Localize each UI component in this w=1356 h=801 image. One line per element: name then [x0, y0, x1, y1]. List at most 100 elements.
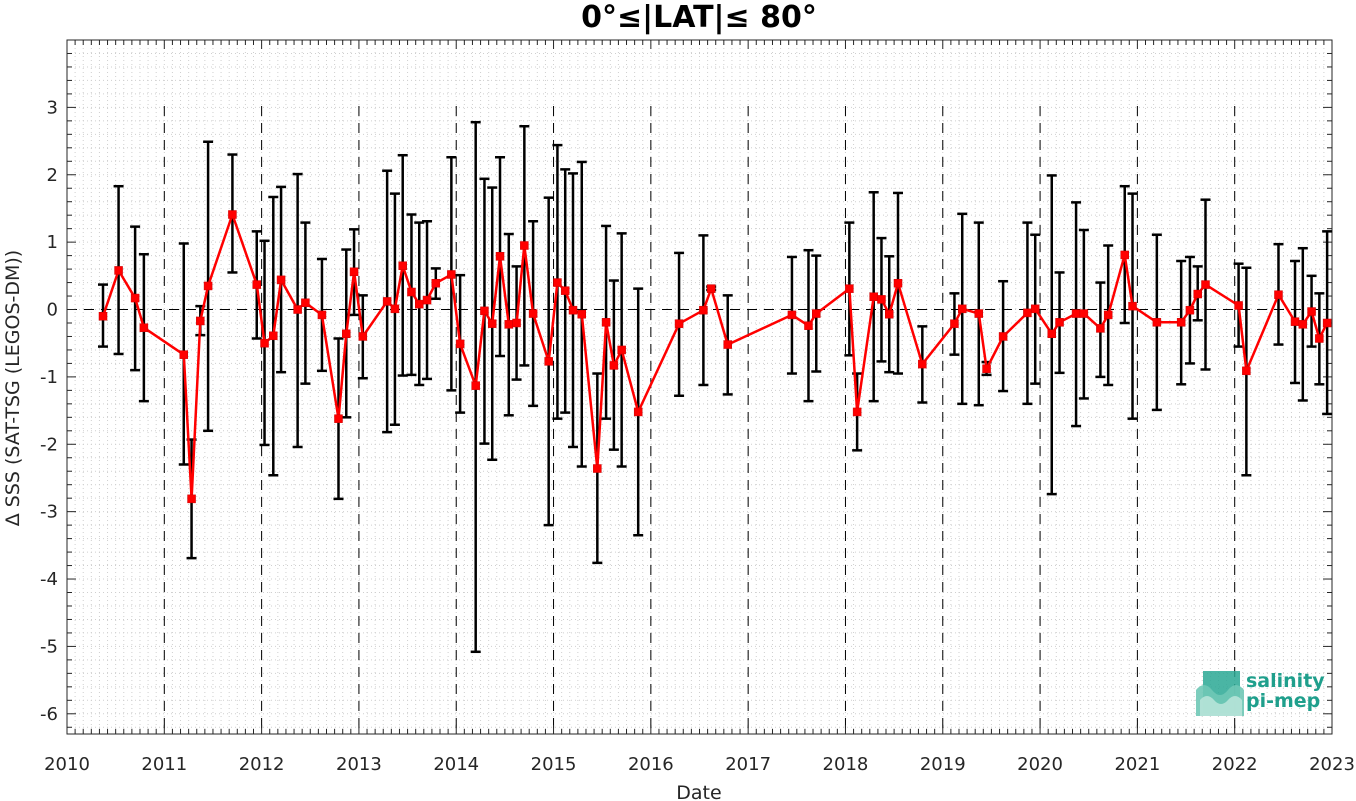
- data-point: [228, 210, 237, 219]
- data-point: [804, 321, 813, 330]
- data-point: [407, 287, 416, 297]
- data-point: [1023, 308, 1032, 318]
- data-point: [293, 305, 302, 314]
- data-point: [974, 309, 984, 318]
- y-tick-label: 1: [47, 232, 58, 253]
- data-point: [98, 312, 108, 321]
- data-point: [1152, 318, 1162, 327]
- data-point: [487, 319, 497, 328]
- data-point: [1234, 301, 1243, 310]
- data-point: [723, 340, 732, 349]
- y-tick-labels: 3 2 1 0 -1 -2 -3 -4 -5 -6: [40, 97, 58, 724]
- y-tick-label: -3: [40, 502, 58, 523]
- data-point: [1185, 305, 1195, 315]
- data-point: [301, 298, 310, 308]
- y-tick-label: -5: [40, 636, 58, 657]
- y-tick-label: -4: [40, 569, 58, 590]
- salinity-pi-mep-logo: salinity pi-mep: [1196, 670, 1325, 716]
- data-point: [342, 329, 351, 339]
- series-markers: [98, 210, 1332, 504]
- data-point: [252, 280, 261, 289]
- x-tick-label: 2015: [531, 754, 577, 775]
- data-point: [674, 319, 684, 328]
- data-point: [609, 361, 619, 370]
- data-point: [179, 350, 189, 359]
- y-tick-label: 0: [47, 300, 58, 321]
- data-point: [845, 284, 854, 293]
- data-point: [877, 295, 886, 304]
- data-point: [1128, 301, 1137, 311]
- data-point: [203, 281, 213, 291]
- data-point: [601, 318, 611, 327]
- data-point: [1096, 324, 1105, 333]
- x-tick-label: 2010: [44, 754, 90, 775]
- data-point: [1274, 290, 1283, 299]
- data-point: [390, 304, 400, 314]
- data-point: [139, 323, 149, 332]
- data-point: [528, 309, 538, 318]
- data-point: [982, 364, 991, 374]
- x-axis-label: Date: [676, 782, 721, 801]
- data-point: [998, 332, 1008, 341]
- x-tick-label: 2017: [725, 754, 771, 775]
- x-tick-label: 2019: [920, 754, 966, 775]
- x-tick-label: 2011: [141, 754, 187, 775]
- y-tick-label: -2: [40, 434, 58, 455]
- data-point: [431, 278, 441, 288]
- logo-text-pi-mep: pi-mep: [1246, 690, 1320, 712]
- x-tick-label: 2022: [1212, 754, 1258, 775]
- x-tick-label: 2018: [823, 754, 869, 775]
- data-point: [358, 332, 368, 341]
- data-point: [1242, 366, 1251, 376]
- data-point: [1315, 334, 1324, 343]
- data-point: [1201, 280, 1210, 289]
- wave-logo-icon: [1196, 671, 1244, 716]
- data-point: [398, 261, 407, 270]
- data-point: [1055, 318, 1064, 327]
- data-point: [415, 299, 424, 309]
- data-point: [1298, 320, 1308, 329]
- data-point: [317, 310, 327, 320]
- data-point: [455, 339, 465, 349]
- data-point: [560, 286, 570, 295]
- data-point: [1176, 318, 1186, 327]
- data-point: [187, 494, 196, 504]
- data-point: [577, 309, 587, 319]
- y-axis-label: Δ SSS (SAT-TSG (LEGOS-DM)): [2, 250, 24, 526]
- logo-text-salinity: salinity: [1246, 670, 1325, 692]
- y-tick-label: 2: [47, 165, 58, 186]
- x-tick-label: 2013: [336, 754, 382, 775]
- data-point: [553, 278, 562, 287]
- data-point: [260, 338, 269, 348]
- data-point: [1290, 317, 1300, 326]
- data-point: [512, 318, 521, 328]
- chart-title: 0°≤|LAT|≤ 80°: [581, 0, 817, 35]
- y-tick-label: 3: [47, 97, 58, 118]
- data-point: [276, 275, 286, 285]
- data-point: [447, 270, 456, 279]
- data-point: [1079, 309, 1089, 318]
- data-point: [480, 306, 489, 316]
- data-point: [334, 414, 343, 423]
- x-tick-labels: 2010 2011 2012 2013 2014 2015 2016 2017 2018 2019…: [44, 754, 1355, 775]
- tick-marks: [66, 39, 1333, 734]
- data-point: [699, 305, 708, 315]
- year-separators: [163, 106, 1236, 734]
- x-tick-label: 2014: [433, 754, 479, 775]
- data-point: [422, 295, 432, 305]
- x-tick-label: 2020: [1017, 754, 1063, 775]
- data-point: [593, 464, 602, 473]
- data-point: [1307, 307, 1316, 316]
- data-point: [869, 292, 878, 301]
- data-point: [852, 407, 862, 417]
- data-point: [520, 241, 529, 250]
- data-point: [269, 331, 278, 341]
- x-tick-label: 2016: [628, 754, 674, 775]
- data-point: [812, 309, 821, 318]
- data-point: [114, 266, 123, 275]
- data-point: [617, 345, 626, 355]
- data-point: [1103, 310, 1113, 320]
- data-point: [633, 407, 643, 417]
- data-point: [1047, 329, 1057, 339]
